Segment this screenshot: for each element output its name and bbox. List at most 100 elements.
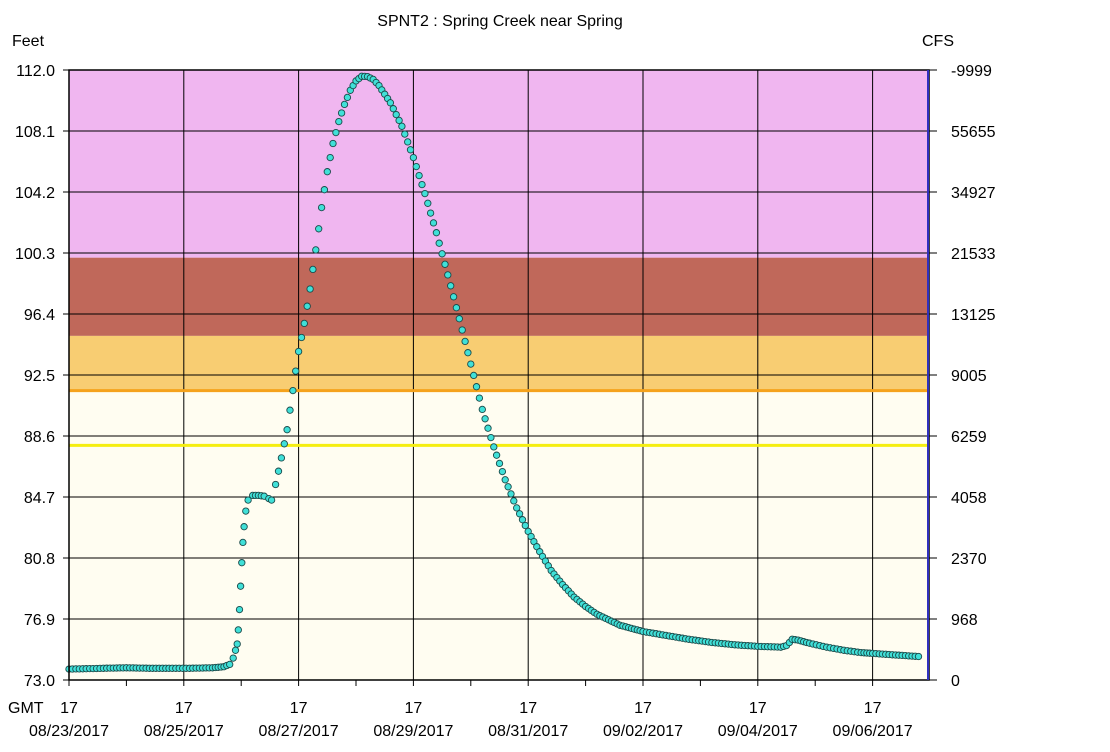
data-point: [449, 293, 458, 301]
data-point: [444, 271, 452, 279]
data-point: [470, 371, 478, 380]
data-point: [236, 582, 245, 590]
right-tick-label: 13125: [951, 307, 996, 324]
x-tick-hour: 17: [60, 700, 78, 717]
right-tick-label: 6259: [951, 429, 987, 446]
stage-series: [65, 72, 923, 673]
right-tick-label: 4058: [951, 490, 987, 507]
x-tick-hour: 17: [519, 700, 537, 717]
data-point: [303, 302, 311, 310]
data-point: [289, 386, 297, 395]
data-point: [238, 559, 246, 567]
x-tick-date: 08/25/2017: [144, 723, 224, 740]
data-point: [404, 138, 412, 146]
data-point: [292, 367, 300, 375]
data-point: [421, 189, 429, 198]
data-point: [510, 497, 518, 505]
left-tick-label: 73.0: [24, 673, 55, 690]
data-point: [458, 326, 466, 334]
right-tick-labels: -9999 55655 34927 21533 13125 9005 6259 4058 237…: [951, 63, 996, 690]
data-point: [300, 319, 308, 328]
x-tick-labels: 17 08/23/2017 17 08/25/2017 17 08/27/2017 17 08…: [29, 700, 913, 740]
x-tick-hour: 17: [749, 700, 767, 717]
data-point: [277, 454, 286, 462]
left-tick-label: 84.7: [24, 490, 55, 507]
right-tick-label: 2370: [951, 551, 987, 568]
data-point: [280, 440, 288, 448]
right-tick-label: 9005: [951, 368, 987, 385]
data-point: [283, 426, 291, 434]
data-point: [409, 153, 418, 162]
right-tick-label: 21533: [951, 246, 996, 263]
data-point: [481, 415, 489, 423]
data-point: [467, 360, 475, 368]
data-point: [294, 347, 303, 356]
data-point: [441, 260, 449, 268]
data-point: [398, 122, 406, 130]
data-point: [426, 209, 435, 217]
data-point: [242, 507, 250, 515]
data-point: [487, 433, 495, 442]
data-point: [231, 646, 240, 654]
data-point: [521, 521, 529, 530]
left-axis-label: Feet: [12, 33, 45, 50]
data-point: [329, 139, 337, 148]
right-tick-label: 968: [951, 612, 978, 629]
data-point: [239, 538, 247, 547]
data-point: [315, 225, 323, 233]
data-point: [340, 100, 349, 109]
band-normal: [69, 390, 929, 680]
x-tick-date: 09/02/2017: [603, 723, 683, 740]
data-point: [914, 652, 923, 661]
flood-bands: [69, 70, 929, 680]
data-point: [478, 405, 486, 414]
data-point: [415, 171, 423, 180]
data-point: [501, 476, 509, 484]
data-point: [267, 496, 276, 504]
band-minor: [69, 335, 929, 391]
right-tick-label: 55655: [951, 124, 996, 141]
data-point: [484, 424, 492, 432]
data-point: [429, 219, 438, 227]
x-tick-hour: 17: [864, 700, 882, 717]
data-point: [286, 406, 294, 414]
left-tick-label: 92.5: [24, 368, 55, 385]
data-point: [335, 117, 343, 126]
x-tick-date: 09/04/2017: [718, 723, 798, 740]
right-tick-label: -9999: [951, 63, 992, 80]
data-point: [297, 333, 306, 342]
data-point: [240, 523, 248, 531]
data-point: [475, 394, 484, 402]
left-tick-label: 88.6: [24, 429, 55, 446]
data-point: [274, 467, 283, 475]
data-point: [386, 99, 395, 107]
x-tick-hour: 17: [634, 700, 652, 717]
data-point: [504, 483, 512, 491]
data-point: [271, 480, 280, 489]
data-point: [461, 337, 469, 346]
x-tick-date: 08/23/2017: [29, 723, 109, 740]
x-tick-date: 08/31/2017: [488, 723, 568, 740]
data-point: [513, 504, 521, 512]
data-point: [495, 459, 504, 468]
x-tick-date: 08/29/2017: [373, 723, 453, 740]
data-point: [343, 93, 352, 102]
data-point: [515, 510, 524, 518]
data-point: [464, 349, 472, 357]
data-point: [389, 105, 397, 113]
left-tick-labels: 112.0 108.1 104.2 100.3 96.4 92.5 88.6 84.7 80.8…: [15, 63, 55, 690]
data-point: [226, 660, 234, 669]
data-point: [406, 146, 415, 154]
data-point: [401, 130, 409, 138]
chart-title: SPNT2 : Spring Creek near Spring: [377, 13, 622, 30]
x-tick-date: 09/06/2017: [833, 723, 913, 740]
data-point: [490, 443, 498, 451]
data-point: [235, 605, 244, 614]
left-tick-label: 104.2: [15, 185, 55, 202]
data-point: [326, 153, 334, 162]
data-point: [312, 246, 320, 254]
data-point: [392, 110, 400, 119]
right-axis-label: CFS: [922, 33, 954, 50]
data-point: [412, 162, 420, 171]
